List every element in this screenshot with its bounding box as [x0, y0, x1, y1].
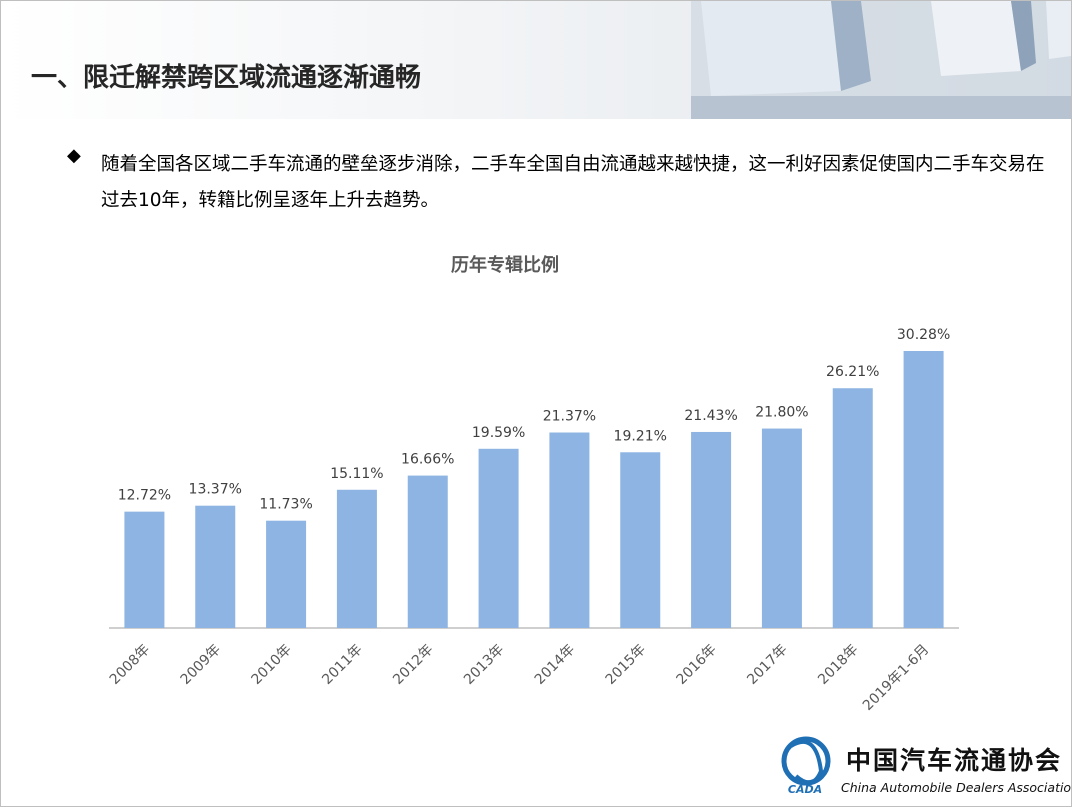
bar: [266, 520, 307, 628]
bullet-text: 随着全国各区域二手车流通的壁垒逐步消除，二手车全国自由流通越来越快捷，这一利好因…: [101, 154, 1045, 211]
x-tick-label: 2018年: [815, 642, 861, 688]
data-label: 11.73%: [259, 497, 312, 513]
data-label: 21.37%: [543, 409, 596, 425]
data-label: 16.66%: [401, 452, 454, 468]
data-label: 21.80%: [755, 405, 808, 421]
bar: [761, 428, 802, 628]
data-label: 13.37%: [189, 482, 242, 498]
logo-name-en: China Automobile Dealers Association: [841, 780, 1071, 795]
bar: [620, 452, 661, 628]
data-label: 19.21%: [614, 428, 667, 444]
bar: [124, 511, 165, 628]
x-tick-label: 2008年: [107, 642, 153, 688]
x-tick-label: 2009年: [178, 642, 224, 688]
x-tick-label: 2014年: [532, 642, 578, 688]
x-tick-label: 2012年: [390, 642, 436, 688]
x-tick-label: 2017年: [744, 642, 790, 688]
data-label: 26.21%: [826, 364, 879, 380]
bar: [691, 431, 732, 628]
data-label: 21.43%: [684, 408, 737, 424]
logo-name-cn: 中国汽车流通协会: [846, 746, 1062, 775]
x-tick-label: 2010年: [248, 642, 294, 688]
bar: [407, 475, 448, 628]
header-band: 一、限迁解禁跨区域流通逐渐通畅: [1, 1, 1071, 119]
logo-emblem: [781, 736, 831, 786]
x-tick-label: 2015年: [603, 642, 649, 688]
data-label: 12.72%: [118, 488, 171, 504]
data-label: 19.59%: [472, 425, 525, 441]
bullet-icon: ◆: [67, 145, 81, 166]
x-tick-label: 2019年1-6月: [860, 642, 932, 714]
bar: [549, 432, 590, 628]
chart-title: 历年专辑比例: [451, 254, 559, 276]
x-tick-label: 2013年: [461, 642, 507, 688]
bar: [336, 489, 377, 628]
x-tick-label: 2016年: [673, 642, 719, 688]
bar: [832, 388, 873, 628]
data-label: 15.11%: [330, 466, 383, 482]
x-tick-label: 2011年: [319, 642, 365, 688]
logo-abbr: CADA: [788, 783, 822, 796]
logo-swirl: [789, 739, 824, 785]
bar: [195, 505, 236, 628]
bar: [903, 351, 944, 628]
slide-title: 一、限迁解禁跨区域流通逐渐通畅: [31, 63, 422, 93]
data-label: 30.28%: [897, 327, 950, 343]
bar: [478, 448, 519, 628]
logo: CADA 中国汽车流通协会 China Automobile Dealers A…: [781, 736, 1071, 796]
header-art: [691, 1, 1071, 119]
